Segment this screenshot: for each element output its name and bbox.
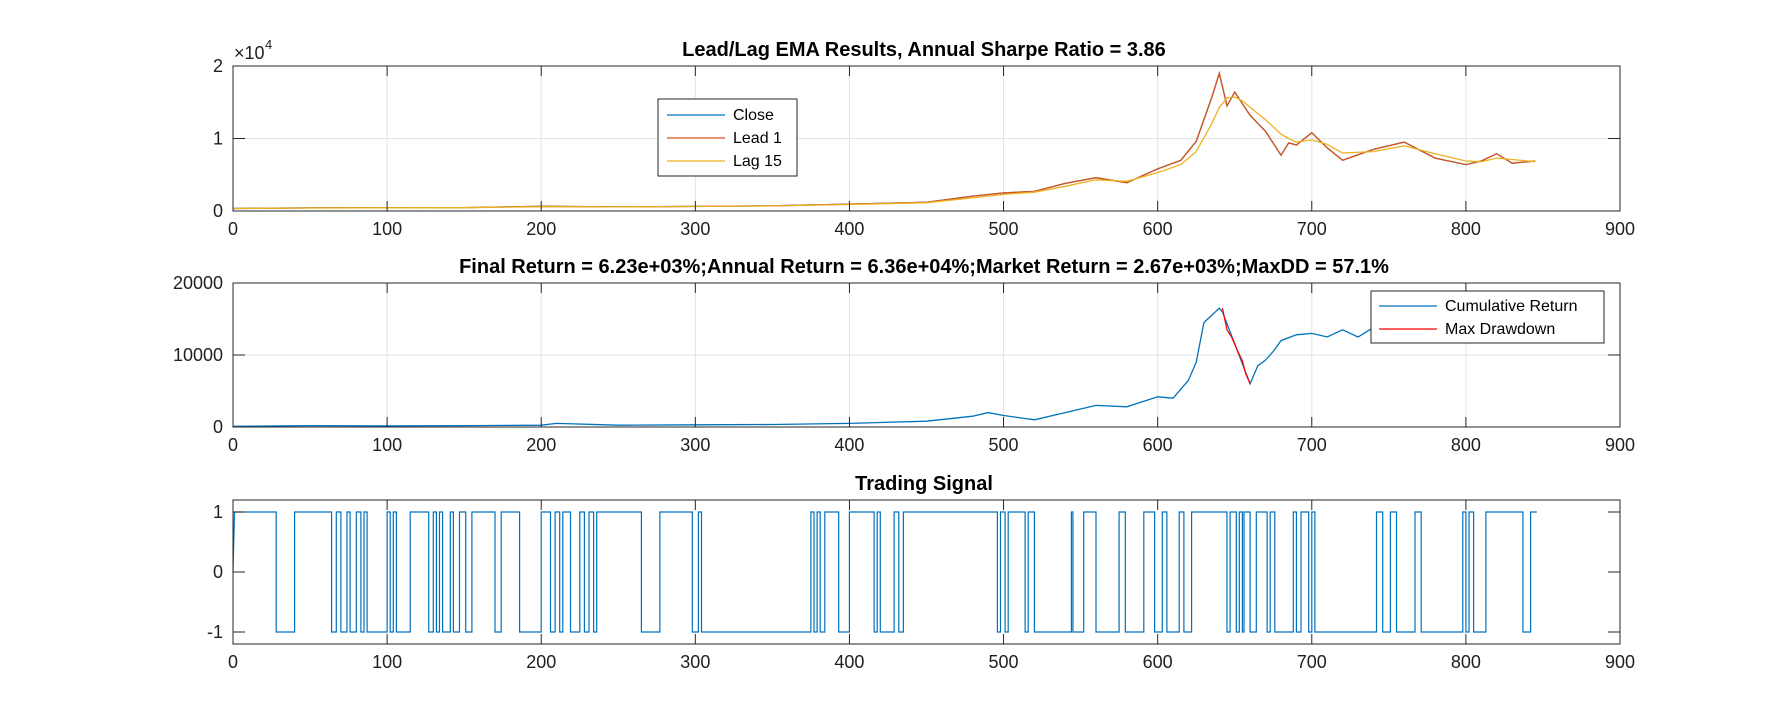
panel1-exponent-base: ×10 bbox=[234, 43, 265, 63]
series-close-line bbox=[232, 70, 1536, 210]
x-tick-label: 200 bbox=[526, 435, 556, 455]
x-tick-label: 200 bbox=[526, 219, 556, 239]
series-trading-signal-line bbox=[232, 511, 1537, 633]
panel1-title: Lead/Lag EMA Results, Annual Sharpe Rati… bbox=[682, 39, 1166, 61]
y-tick-label: 20000 bbox=[173, 273, 223, 293]
y-tick-label: 10000 bbox=[173, 345, 223, 365]
x-tick-label: 100 bbox=[372, 652, 402, 672]
series-lag-15-line bbox=[232, 96, 1536, 210]
panel3-title: Trading Signal bbox=[855, 473, 993, 495]
x-tick-label: 800 bbox=[1451, 219, 1481, 239]
panel-trading-signal: Trading Signal 0 100 200 300 400 500 600 700 800… bbox=[207, 473, 1635, 672]
x-tick-label: 0 bbox=[228, 435, 238, 455]
x-tick-label: 100 bbox=[372, 435, 402, 455]
panel2-title: Final Return = 6.23e+03%;Annual Return =… bbox=[459, 256, 1389, 278]
panel2-grid bbox=[233, 283, 1620, 427]
x-tick-label: 800 bbox=[1451, 652, 1481, 672]
x-tick-label: 400 bbox=[834, 435, 864, 455]
series-max-drawdown-line bbox=[1221, 308, 1251, 385]
panel1-exponent-power: 4 bbox=[265, 37, 272, 52]
y-tick-label: 0 bbox=[213, 417, 223, 437]
panel3-ticks: 0 100 200 300 400 500 600 700 800 900-101 bbox=[207, 500, 1635, 672]
x-tick-label: 200 bbox=[526, 652, 556, 672]
x-tick-label: 900 bbox=[1605, 435, 1635, 455]
panel3-series bbox=[232, 511, 1537, 633]
panel2-ticks: 0 100 200 300 400 500 600 700 800 900 0 10000 20000 bbox=[173, 273, 1635, 455]
x-tick-label: 500 bbox=[989, 652, 1019, 672]
panel2-legend-box bbox=[1370, 290, 1605, 344]
x-tick-label: 900 bbox=[1605, 652, 1635, 672]
panel1-grid bbox=[233, 66, 1620, 211]
y-tick-label: 1 bbox=[213, 502, 223, 522]
x-tick-label: 500 bbox=[989, 435, 1019, 455]
x-tick-label: 600 bbox=[1143, 219, 1173, 239]
panel1-series bbox=[232, 70, 1536, 210]
panel1-y-exponent: ×10 4 bbox=[234, 37, 272, 63]
x-tick-label: 100 bbox=[372, 219, 402, 239]
panel-lead-lag-ema: Lead/Lag EMA Results, Annual Sharpe Rati… bbox=[213, 37, 1635, 239]
x-tick-label: 700 bbox=[1297, 652, 1327, 672]
y-tick-label: 0 bbox=[213, 201, 223, 221]
x-tick-label: 400 bbox=[834, 652, 864, 672]
x-tick-label: 900 bbox=[1605, 219, 1635, 239]
x-tick-label: 600 bbox=[1143, 435, 1173, 455]
x-tick-label: 400 bbox=[834, 219, 864, 239]
x-tick-label: 600 bbox=[1143, 652, 1173, 672]
series-lead-1-line bbox=[232, 70, 1536, 210]
panel1-legend: Close Lead 1 Lag 15 bbox=[657, 98, 798, 177]
x-tick-label: 0 bbox=[228, 652, 238, 672]
legend-label-cumulative-return: Cumulative Return bbox=[1445, 298, 1578, 315]
x-tick-label: 300 bbox=[680, 652, 710, 672]
x-tick-label: 0 bbox=[228, 219, 238, 239]
panel2-legend: Cumulative Return Max Drawdown bbox=[1370, 290, 1605, 344]
legend-label-lag: Lag 15 bbox=[733, 153, 782, 170]
x-tick-label: 300 bbox=[680, 435, 710, 455]
x-tick-label: 700 bbox=[1297, 435, 1327, 455]
x-tick-label: 700 bbox=[1297, 219, 1327, 239]
legend-label-lead: Lead 1 bbox=[733, 130, 782, 147]
legend-label-max-drawdown: Max Drawdown bbox=[1445, 321, 1555, 338]
panel2-series bbox=[232, 307, 1536, 427]
panel3-axes-box bbox=[232, 499, 1621, 645]
y-tick-label: 1 bbox=[213, 129, 223, 149]
x-tick-label: 500 bbox=[989, 219, 1019, 239]
y-tick-label: -1 bbox=[207, 622, 223, 642]
y-tick-label: 0 bbox=[213, 562, 223, 582]
x-tick-label: 800 bbox=[1451, 435, 1481, 455]
panel-cumulative-return: Final Return = 6.23e+03%;Annual Return =… bbox=[173, 256, 1635, 455]
series-cumulative-return-line bbox=[232, 307, 1536, 427]
y-tick-label: 2 bbox=[213, 56, 223, 76]
x-tick-label: 300 bbox=[680, 219, 710, 239]
panel1-ticks: 0 100 200 300 400 500 600 700 800 900 0 1 2 bbox=[213, 56, 1635, 239]
legend-label-close: Close bbox=[733, 107, 774, 124]
